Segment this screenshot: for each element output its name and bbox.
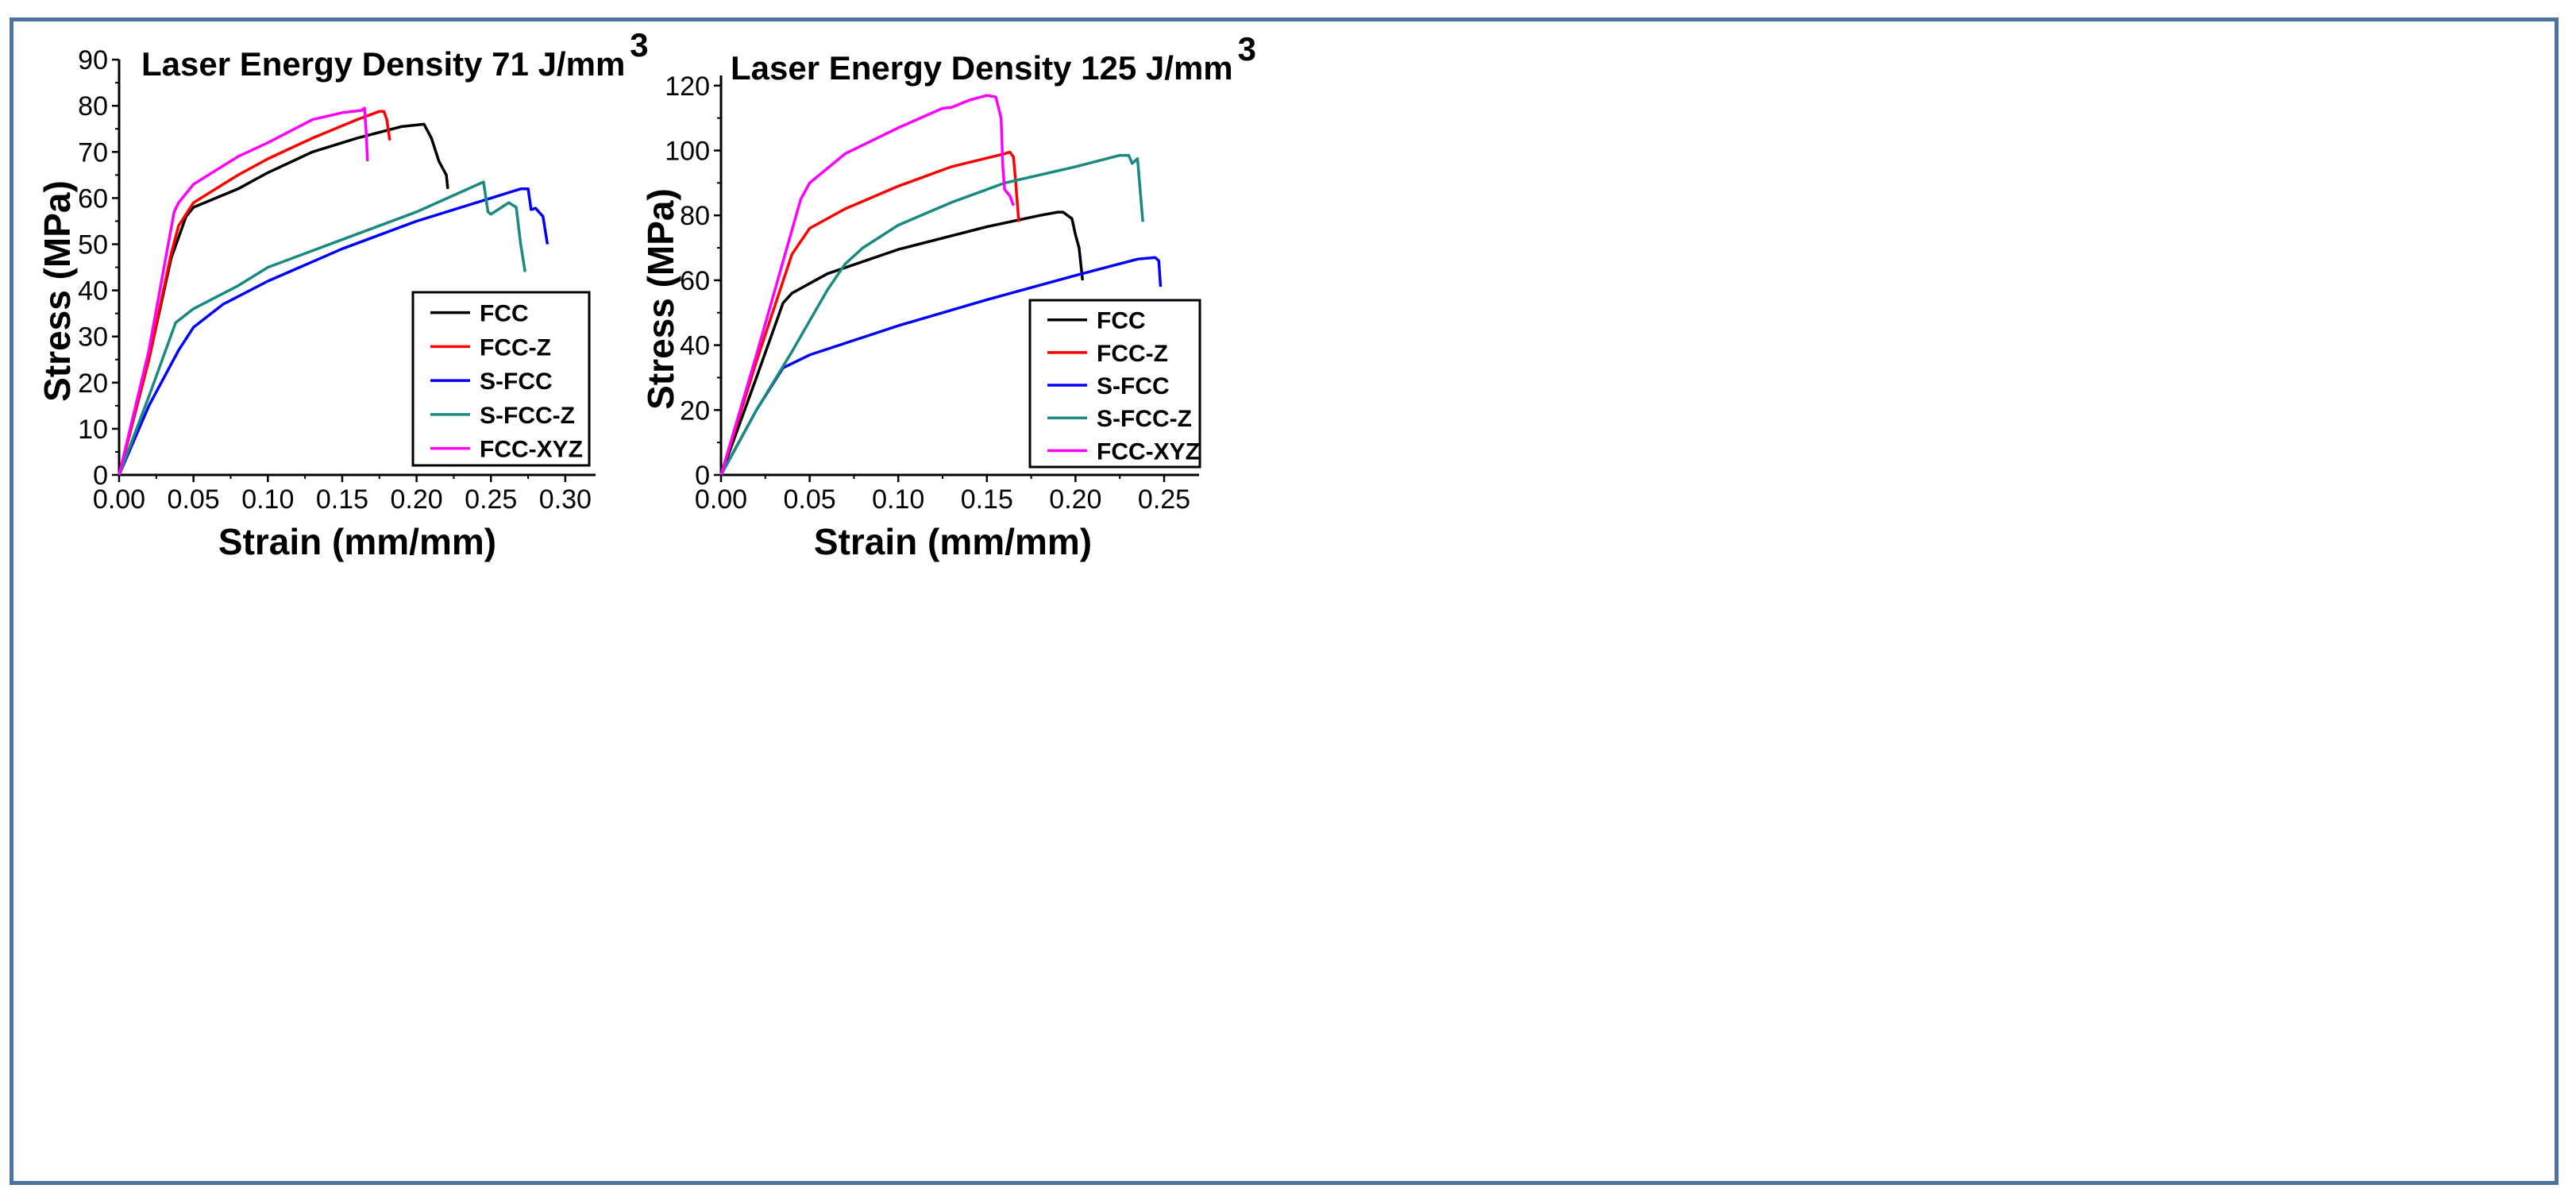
x-tick-label: 0.15 (316, 484, 368, 515)
y-tick-label: 40 (680, 331, 710, 361)
series-line-s-fcc-z (118, 180, 527, 476)
chart-title: Laser Energy Density 71 J/mm (141, 45, 625, 83)
legend-item: FCC-XYZ (430, 437, 583, 463)
legend-item: S-FCC (430, 369, 553, 395)
legend-item: S-FCC-Z (1047, 406, 1192, 432)
legend-item: S-FCC-Z (430, 403, 575, 429)
legend: FCC FCC-Z S-FCC S-FCC-Z FCC-XYZ (411, 291, 591, 467)
legend-label: FCC-Z (480, 334, 551, 361)
x-tick-label: 0.05 (784, 484, 836, 515)
y-tick-label: 100 (665, 137, 710, 167)
y-tick-label: 40 (78, 276, 108, 307)
y-tick-label: 20 (680, 396, 710, 426)
x-tick-label: 0.05 (168, 484, 220, 515)
y-tick-label: 60 (78, 183, 108, 214)
legend-label: FCC (1097, 308, 1146, 334)
x-tick-label: 0.20 (391, 484, 443, 515)
series-line-fcc (719, 210, 1085, 476)
legend-item: S-FCC (1047, 373, 1170, 399)
chart-panel-1: 0 20 40 60 80 100 120 0.00 0.05 0.10 0.15 0.20 0.25 L… (640, 30, 1256, 562)
y-tick-label: 20 (78, 369, 108, 399)
legend-box (1028, 299, 1201, 469)
series-line-fcc-z (719, 150, 1020, 476)
legend-box (411, 291, 591, 467)
y-axis-label: Stress (MPa) (37, 180, 78, 402)
y-tick-label: 30 (78, 322, 108, 353)
y-tick-label: 0 (93, 461, 108, 491)
x-axis-label: Strain (mm/mm) (218, 521, 496, 562)
x-tick-label: 0.10 (872, 484, 924, 515)
legend-label: FCC-XYZ (480, 437, 583, 463)
y-axis-label: Stress (MPa) (640, 188, 681, 410)
y-tick-label: 80 (78, 91, 108, 122)
legend-label: S-FCC (1097, 373, 1170, 399)
y-tick-label: 90 (78, 45, 108, 75)
series-line-fcc (118, 122, 449, 476)
x-tick-label: 0.15 (961, 484, 1013, 515)
series-line-fcc-z (118, 110, 391, 476)
x-tick-label: 0.25 (1138, 484, 1190, 515)
legend-item: FCC (1047, 308, 1146, 334)
x-axis-label: Strain (mm/mm) (814, 521, 1092, 562)
legend-label: FCC-XYZ (1097, 438, 1200, 465)
legend-item: FCC-Z (430, 334, 551, 361)
y-tick-label: 10 (78, 415, 108, 445)
legend-label: S-FCC-Z (1097, 406, 1192, 432)
legend-item: FCC-Z (1047, 341, 1168, 367)
chart-panel-0: 0 10 20 30 40 50 60 70 80 90 0.00 0.05 0.10 0.15 0.20 0… (37, 26, 649, 562)
series-line-fcc-xyz (118, 106, 369, 476)
legend-label: FCC (480, 301, 529, 327)
figure-border (10, 17, 2559, 1185)
chart-title-superscript: 3 (1238, 30, 1256, 68)
chart-title: Laser Energy Density 125 J/mm (731, 49, 1233, 87)
legend-label: FCC-Z (1097, 341, 1168, 367)
legend-item: FCC-XYZ (1047, 438, 1200, 465)
y-tick-label: 70 (78, 137, 108, 168)
legend-label: S-FCC-Z (480, 403, 575, 429)
x-tick-label: 0.10 (241, 484, 294, 515)
x-tick-label: 0.00 (93, 484, 145, 515)
chart-title-superscript: 3 (630, 26, 648, 64)
series-line-s-fcc (118, 187, 550, 476)
legend-item: FCC (430, 301, 529, 327)
x-tick-label: 0.25 (465, 484, 517, 515)
legend-label: S-FCC (480, 369, 553, 395)
series-line-s-fcc-z (719, 153, 1144, 476)
x-tick-label: 0.30 (539, 484, 592, 515)
y-tick-label: 120 (665, 71, 710, 102)
series-line-fcc-xyz (719, 94, 1015, 476)
y-tick-label: 60 (680, 266, 710, 296)
y-tick-label: 0 (695, 461, 710, 491)
y-tick-label: 80 (680, 201, 710, 231)
x-tick-label: 0.20 (1049, 484, 1101, 515)
y-tick-label: 50 (78, 230, 108, 260)
legend: FCC FCC-Z S-FCC S-FCC-Z FCC-XYZ (1028, 299, 1201, 469)
x-tick-label: 0.00 (695, 484, 747, 515)
